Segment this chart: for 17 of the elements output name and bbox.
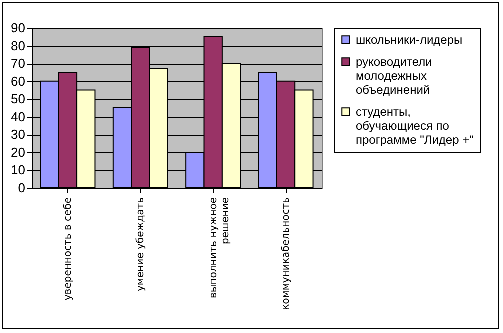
y-tick-label: 50 [11,92,26,107]
x-tick-label: выполнить нужное решение [208,198,232,299]
legend-label: школьники-лидеры [356,33,463,47]
legend-label: руководители молодежных объединений [356,55,432,97]
legend-label: студенты, обучающиеся по программе "Лидер +" [356,105,474,147]
y-tick-label: 40 [11,109,26,124]
y-tick-label: 60 [11,74,26,89]
y-tick-label: 70 [11,56,26,72]
y-tick-label: 20 [11,144,26,160]
x-tick-label: умение убеждать [136,197,147,292]
y-tick-label: 0 [18,180,26,196]
y-tick-label: 90 [11,20,26,36]
y-tick-label: 30 [11,127,26,142]
x-tick-label: уверенность в себе [62,198,74,301]
y-tick-label: 80 [11,38,26,54]
x-tick-label: коммуникабельность [281,197,292,310]
y-tick-label: 10 [11,162,26,178]
